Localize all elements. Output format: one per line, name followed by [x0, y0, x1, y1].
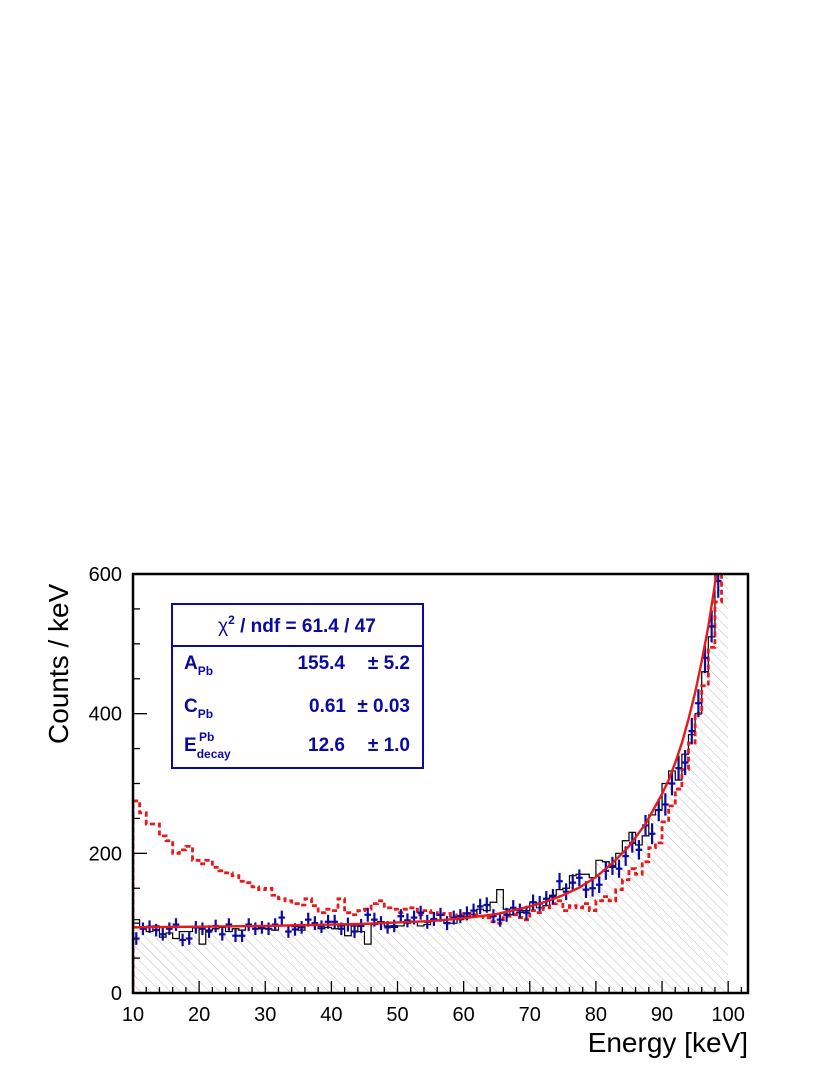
- data-point: [311, 916, 319, 931]
- y-tick-label: 200: [89, 843, 122, 865]
- x-tick-label: 80: [585, 1004, 607, 1026]
- fit-curve: [133, 574, 718, 929]
- x-tick-label: 70: [519, 1004, 541, 1026]
- data-point: [516, 903, 524, 918]
- x-tick-label: 90: [651, 1004, 673, 1026]
- mc-solid-histogram: [133, 574, 723, 993]
- data-point: [595, 876, 603, 894]
- data-point: [675, 755, 682, 781]
- data-point: [238, 929, 246, 943]
- data-point: [351, 925, 358, 938]
- x-tick-label: 10: [122, 1004, 144, 1026]
- data-point: [245, 918, 253, 931]
- data-point: [681, 749, 689, 776]
- data-points: [133, 574, 722, 947]
- data-point: [529, 894, 537, 910]
- data-point: [695, 689, 702, 718]
- data-point: [569, 874, 577, 892]
- data-point: [324, 914, 332, 929]
- y-tick-label: 0: [111, 983, 122, 1005]
- data-point: [285, 925, 292, 938]
- data-point: [258, 921, 266, 934]
- y-axis-title: Counts / keV: [43, 583, 74, 744]
- fit-stats-box: χ2 / ndf = 61.4 / 47 APb 155.4 ± 5.2 CPb…: [171, 603, 424, 769]
- data-point: [615, 859, 623, 878]
- data-point: [265, 922, 272, 936]
- data-point: [450, 910, 458, 925]
- data-point: [199, 922, 206, 936]
- data-point: [503, 907, 510, 922]
- data-point: [635, 840, 643, 860]
- data-point: [357, 918, 365, 933]
- param-e-superscript: Pb: [199, 730, 214, 744]
- data-point: [655, 798, 663, 822]
- data-point: [404, 913, 411, 928]
- data-point: [496, 912, 504, 927]
- stats-header: χ2 / ndf = 61.4 / 47: [218, 613, 376, 637]
- data-point: [298, 921, 305, 934]
- param-e-value: 12.6: [308, 735, 345, 756]
- x-tick-label: 100: [711, 1004, 744, 1026]
- data-point: [166, 922, 173, 936]
- data-point: [483, 897, 491, 913]
- data-point: [490, 909, 497, 924]
- data-point: [218, 928, 226, 941]
- data-point: [648, 823, 656, 845]
- data-point: [172, 918, 180, 931]
- param-a-value: 155.4: [297, 653, 345, 674]
- data-point: [543, 891, 550, 907]
- x-tick-label: 40: [320, 1004, 342, 1026]
- param-a-error: ± 5.2: [368, 653, 410, 674]
- data-point: [470, 903, 477, 918]
- x-axis-title: Energy [keV]: [588, 1027, 748, 1058]
- data-point: [185, 932, 193, 945]
- data-point: [139, 922, 147, 936]
- y-tick-label: 400: [89, 704, 122, 726]
- x-tick-label: 20: [188, 1004, 210, 1026]
- mc-dashed-histogram: [133, 574, 723, 993]
- data-point: [668, 771, 676, 796]
- data-point: [430, 911, 438, 926]
- data-point: [159, 928, 167, 941]
- data-point: [397, 909, 405, 924]
- data-point: [549, 888, 557, 905]
- data-point: [576, 869, 583, 887]
- stats-box-frame: [171, 603, 424, 769]
- x-tick-label: 60: [453, 1004, 475, 1026]
- chi-rest: / ndf = 61.4 / 47: [235, 616, 376, 637]
- chi-symbol: χ: [218, 616, 228, 637]
- data-point: [364, 907, 372, 922]
- data-point: [589, 879, 596, 897]
- data-point: [509, 900, 517, 916]
- data-point: [232, 929, 239, 943]
- param-e-name: Edecay: [184, 735, 231, 761]
- data-point: [662, 793, 669, 816]
- param-c-name: CPb: [184, 696, 213, 721]
- data-point: [318, 920, 325, 933]
- data-point: [278, 910, 286, 925]
- axis-tick-labels: 10 20 30 40 50 60 70 80 90 100 0 200 400 600: [89, 564, 745, 1026]
- data-point: [252, 922, 259, 936]
- data-point: [556, 872, 563, 890]
- data-point: [457, 909, 464, 924]
- axis-ticks: [132, 573, 743, 994]
- chi-superscript: 2: [228, 613, 235, 627]
- data-point: [179, 933, 186, 947]
- x-tick-label: 50: [386, 1004, 408, 1026]
- data-point: [225, 918, 233, 931]
- x-tick-label: 30: [254, 1004, 276, 1026]
- y-tick-label: 600: [89, 564, 122, 586]
- param-e-error: ± 1.0: [368, 735, 410, 756]
- data-point: [688, 717, 696, 745]
- data-point: [331, 914, 338, 929]
- data-point: [476, 898, 484, 915]
- param-a-name: APb: [184, 653, 213, 678]
- param-c-error: ± 0.03: [357, 696, 410, 717]
- data-point: [417, 905, 424, 920]
- param-c-value: 0.61: [309, 696, 346, 717]
